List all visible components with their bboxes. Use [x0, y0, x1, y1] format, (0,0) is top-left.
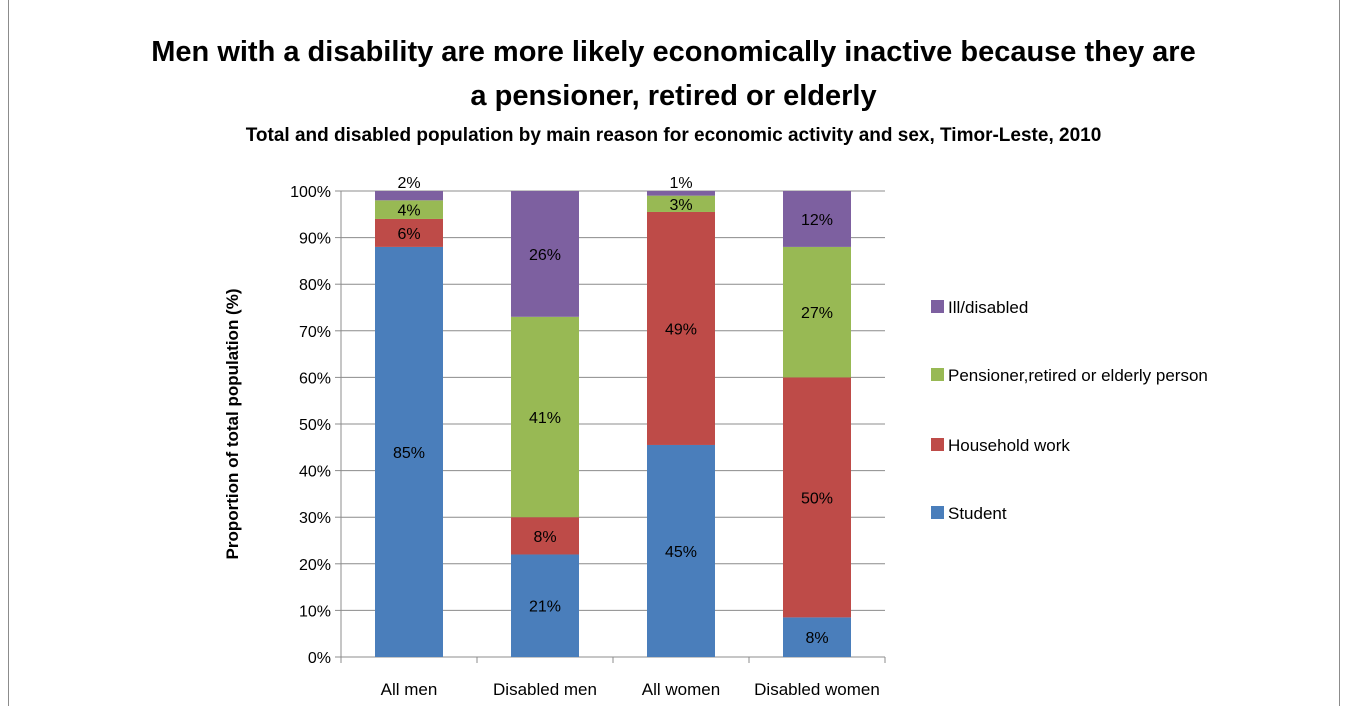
bar-segment [511, 316, 579, 518]
bar-segment [783, 617, 851, 657]
chart-title-line2: a pensioner, retired or elderly [470, 80, 877, 112]
bar-segment [783, 246, 851, 378]
data-label: 1% [669, 175, 692, 192]
data-label: 21% [529, 599, 561, 616]
y-tick-label: 90% [299, 231, 331, 248]
chart-subtitle: Total and disabled population by main re… [245, 125, 1102, 146]
data-label: 8% [805, 630, 828, 647]
y-tick-label: 10% [299, 603, 331, 620]
legend-swatch [931, 300, 944, 313]
x-tick-label: All men [381, 680, 438, 699]
data-label: 49% [665, 321, 697, 338]
data-label: 41% [529, 410, 561, 427]
y-tick-label: 40% [299, 464, 331, 481]
bar-segment [783, 377, 851, 618]
bar-segment [375, 246, 443, 658]
y-tick-label: 70% [299, 324, 331, 341]
data-label: 6% [397, 226, 420, 243]
x-tick-label: Disabled men [493, 680, 597, 699]
data-label: 12% [801, 212, 833, 229]
bar-segment [647, 211, 715, 445]
data-label: 4% [397, 203, 420, 220]
bar-segment [647, 195, 715, 212]
data-label: 27% [801, 305, 833, 322]
y-tick-label: 80% [299, 277, 331, 294]
bar-segment [375, 218, 443, 247]
chart-title-line1: Men with a disability are more likely ec… [151, 36, 1196, 68]
legend-swatch [931, 368, 944, 381]
y-tick-label: 100% [290, 184, 331, 201]
legend-swatch [931, 438, 944, 451]
data-label: 2% [397, 175, 420, 192]
y-tick-label: 20% [299, 557, 331, 574]
bar-segment [511, 517, 579, 555]
bar-segment [783, 191, 851, 247]
data-label: 8% [533, 529, 556, 546]
data-label: 45% [665, 544, 697, 561]
bar-segment [511, 554, 579, 657]
data-label: 3% [669, 197, 692, 214]
bar-segment [511, 191, 579, 317]
bar-segment [647, 191, 715, 196]
x-tick-label: All women [642, 680, 720, 699]
data-label: 50% [801, 490, 833, 507]
data-label: 85% [393, 445, 425, 462]
bar-segment [647, 444, 715, 657]
legend-label: Household work [948, 436, 1070, 455]
legend-swatch [931, 506, 944, 519]
bar-segment [375, 200, 443, 219]
y-tick-label: 60% [299, 370, 331, 387]
y-tick-label: 30% [299, 510, 331, 527]
y-tick-label: 0% [308, 650, 331, 667]
x-tick-label: Disabled women [754, 680, 880, 699]
y-axis-label: Proportion of total population (%) [223, 288, 242, 559]
legend-label: Ill/disabled [948, 298, 1028, 317]
chart-frame [8, 0, 1340, 706]
data-label: 26% [529, 247, 561, 264]
legend-label: Student [948, 504, 1007, 523]
bar-segment [375, 191, 443, 201]
y-tick-label: 50% [299, 417, 331, 434]
legend-label: Pensioner,retired or elderly person [948, 366, 1208, 385]
